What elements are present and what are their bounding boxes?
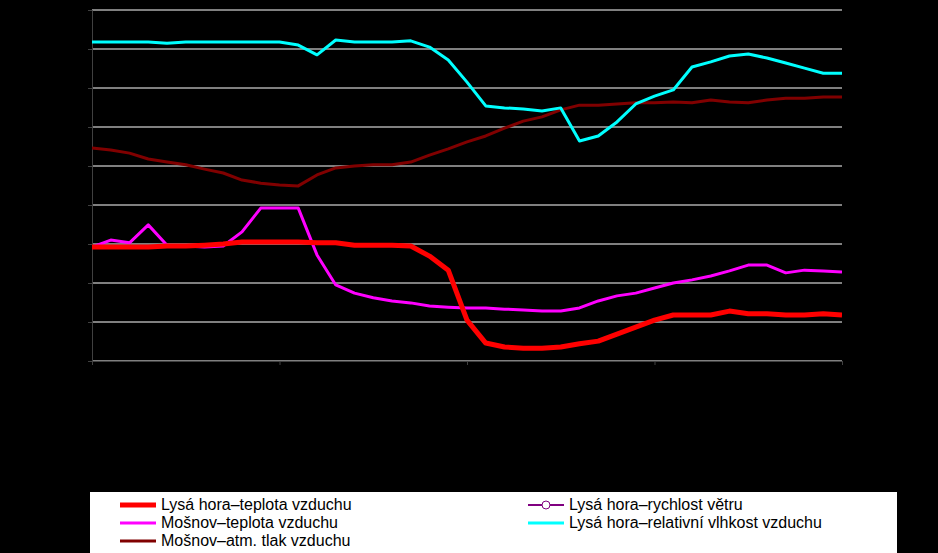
grid-line <box>92 283 842 284</box>
legend-swatch <box>528 522 564 525</box>
y-tick <box>88 322 92 323</box>
x-tick <box>467 361 468 365</box>
x-tick <box>842 361 843 365</box>
x-tick-mark <box>655 361 656 365</box>
legend-label: Mošnov–teplota vzduchu <box>161 514 338 531</box>
y-tick <box>88 283 92 284</box>
y-tick <box>88 10 92 11</box>
legend-item: Mošnov–atm. tlak vzduchu <box>120 532 350 549</box>
legend-box <box>90 492 897 553</box>
series-line <box>92 208 842 311</box>
series-group <box>92 40 842 348</box>
y-axis-line <box>88 11 93 362</box>
x-tick-mark <box>280 361 281 365</box>
series-line <box>92 40 842 141</box>
series-line <box>92 97 842 186</box>
x-tick-mark <box>842 361 843 365</box>
y-tick <box>88 88 92 89</box>
y-tick-mark <box>88 322 92 323</box>
x-tick-mark <box>467 361 468 365</box>
plot <box>88 10 843 365</box>
grid-line <box>92 127 842 128</box>
series-line <box>92 242 842 348</box>
background <box>0 0 938 553</box>
y-tick-mark <box>88 88 92 89</box>
grid-line <box>92 205 842 206</box>
grid-line <box>92 88 842 89</box>
y-tick <box>88 205 92 206</box>
grid <box>92 10 842 361</box>
x-tick <box>655 361 656 365</box>
grid-line <box>92 10 842 11</box>
y-tick-mark <box>88 283 92 284</box>
legend-item: Lysá hora–relativní vlhkost vzduchu <box>528 514 822 531</box>
y-tick <box>88 361 92 362</box>
y-tick-mark <box>88 205 92 206</box>
grid-line <box>92 166 842 167</box>
y-axis <box>88 11 93 362</box>
legend-swatch <box>120 503 156 508</box>
legend-item: Lysá hora–rychlost větru <box>528 496 743 513</box>
y-tick-mark <box>88 49 92 50</box>
x-axis-line <box>93 362 843 366</box>
x-tick <box>280 361 281 365</box>
x-tick <box>92 361 93 365</box>
legend-swatch <box>120 522 156 525</box>
legend-swatch <box>120 540 156 543</box>
grid-line <box>92 49 842 50</box>
x-tick-mark <box>92 361 93 365</box>
y-tick-mark <box>88 244 92 245</box>
x-axis <box>93 361 843 365</box>
y-tick-mark <box>88 166 92 167</box>
legend-item: Mošnov–teplota vzduchu <box>120 514 338 531</box>
legend: Lysá hora–teplota vzduchu Lysá hora–rychl… <box>90 492 897 553</box>
y-tick <box>88 49 92 50</box>
legend-label: Mošnov–atm. tlak vzduchu <box>161 532 350 549</box>
y-tick <box>88 127 92 128</box>
y-tick <box>88 166 92 167</box>
y-tick-mark <box>88 10 92 11</box>
y-tick-mark <box>88 361 92 362</box>
legend-label: Lysá hora–relativní vlhkost vzduchu <box>569 514 822 531</box>
legend-marker <box>542 501 550 509</box>
y-tick-mark <box>88 127 92 128</box>
legend-label: Lysá hora–rychlost větru <box>569 496 743 513</box>
legend-label: Lysá hora–teplota vzduchu <box>161 496 352 513</box>
chart: Lysá hora–teplota vzduchu Lysá hora–rychl… <box>0 0 938 553</box>
y-tick <box>88 244 92 245</box>
legend-item: Lysá hora–teplota vzduchu <box>120 496 352 513</box>
